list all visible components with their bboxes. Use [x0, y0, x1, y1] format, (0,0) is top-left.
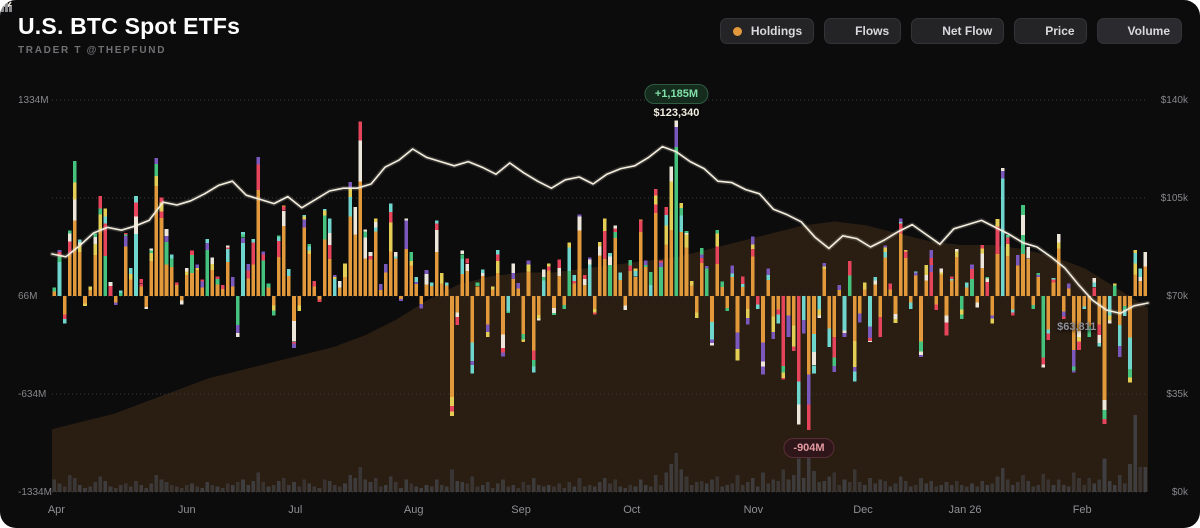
flow-bars [52, 120, 1148, 430]
flow-min-badge: -904M [783, 437, 835, 458]
y-axis-right-label: $35k [1166, 389, 1189, 400]
button-flows[interactable]: Flows [1, 2, 902, 44]
y-axis-right-label: $0k [1172, 487, 1189, 498]
x-axis-month-label: Dec [853, 504, 873, 516]
button-label: Holdings [750, 24, 803, 38]
page-subtitle: TRADER T @THEPFUND [18, 45, 167, 56]
net-flow-dash-icon [0, 5, 935, 37]
x-axis-month-label: Jun [178, 504, 196, 516]
button-label: Volume [1127, 24, 1170, 38]
x-axis-month-label: Aug [404, 504, 424, 516]
y-axis-left-label: -1334M [18, 487, 52, 498]
y-axis-right-label: $105k [1161, 193, 1189, 204]
flows-bars-icon [1, 2, 848, 37]
title-block: U.S. BTC Spot ETFs TRADER T @THEPFUND [18, 13, 240, 56]
button-price[interactable]: Price [0, 1, 1087, 44]
header: U.S. BTC Spot ETFs TRADER T @THEPFUND Ho… [0, 0, 1200, 56]
price-low-label: $63,811 [1057, 321, 1097, 334]
x-axis-month-label: Feb [1073, 504, 1092, 516]
button-label: Flows [855, 24, 890, 38]
volume-bars [52, 415, 1148, 492]
price-line-icon [0, 1, 1038, 37]
y-axis-left-label: 1334M [18, 95, 49, 106]
holdings-dot-icon [732, 25, 744, 37]
price-high-label: $123,340 [653, 106, 700, 119]
x-axis-month-label: Jan 26 [948, 504, 981, 516]
chart-controls: Holdings Flows Net Flow Price Volume [0, 1, 1182, 44]
x-axis-month-label: Sep [511, 504, 531, 516]
button-label: Net Flow [942, 24, 993, 38]
x-axis-month-label: Apr [48, 504, 65, 516]
y-axis-right-label: $70k [1166, 291, 1189, 302]
axis-labels: 1334M 66M -634M -1334M $140k $105k $70k $35k $0k… [18, 95, 1189, 516]
x-axis-month-label: Jul [288, 504, 302, 516]
y-axis-left-label: -634M [18, 389, 46, 400]
page-title: U.S. BTC Spot ETFs [18, 13, 241, 39]
price-line [51, 145, 1149, 315]
button-label: Price [1045, 24, 1075, 38]
y-axis-left-label: 66M [18, 291, 37, 302]
volume-bars-icon [1, 2, 1121, 37]
flow-max-badge: +1,185M [644, 83, 709, 104]
button-volume[interactable]: Volume [1, 2, 1182, 44]
x-axis-month-label: Oct [623, 504, 640, 516]
y-axis-right-label: $140k [1161, 95, 1189, 106]
button-holdings[interactable]: Holdings [719, 18, 815, 44]
x-axis-month-label: Nov [744, 504, 764, 516]
button-net-flow[interactable]: Net Flow [0, 5, 1005, 44]
